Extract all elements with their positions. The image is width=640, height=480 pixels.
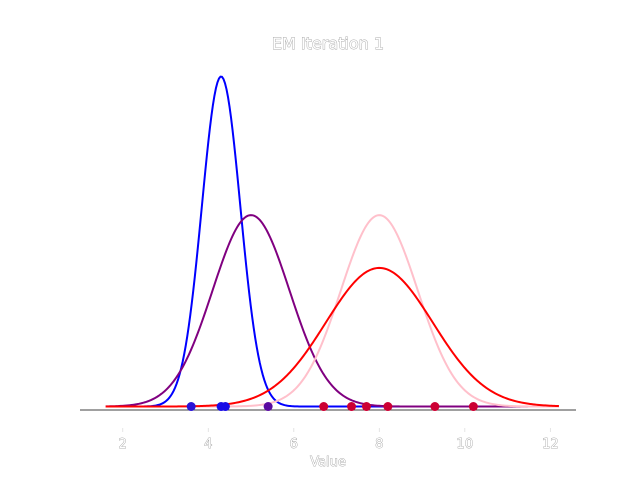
series-curve-2 [105,214,559,408]
data-point [383,402,393,412]
data-point [186,402,196,412]
data-point [430,402,440,412]
x-tick-label: 6 [290,437,298,452]
x-tick-label: 12 [542,437,559,452]
chart-title: EM Iteration 1 [272,34,384,53]
x-tick-label: 8 [375,437,383,452]
data-point [220,402,230,412]
x-tick-label: 2 [119,437,127,452]
data-point [361,402,371,412]
curves [105,75,559,408]
x-tick-label: 10 [457,437,474,452]
data-point [319,402,329,412]
series-curve-4 [105,266,559,408]
x-ticks: 2 4 6 8 10 12 [118,428,559,452]
data-point [347,402,357,412]
points [186,402,478,412]
series-curve-1 [105,75,559,408]
data-point [468,402,478,412]
data-point [263,402,273,412]
x-tick-label: 4 [204,437,212,452]
x-axis-label: Value [310,455,346,470]
